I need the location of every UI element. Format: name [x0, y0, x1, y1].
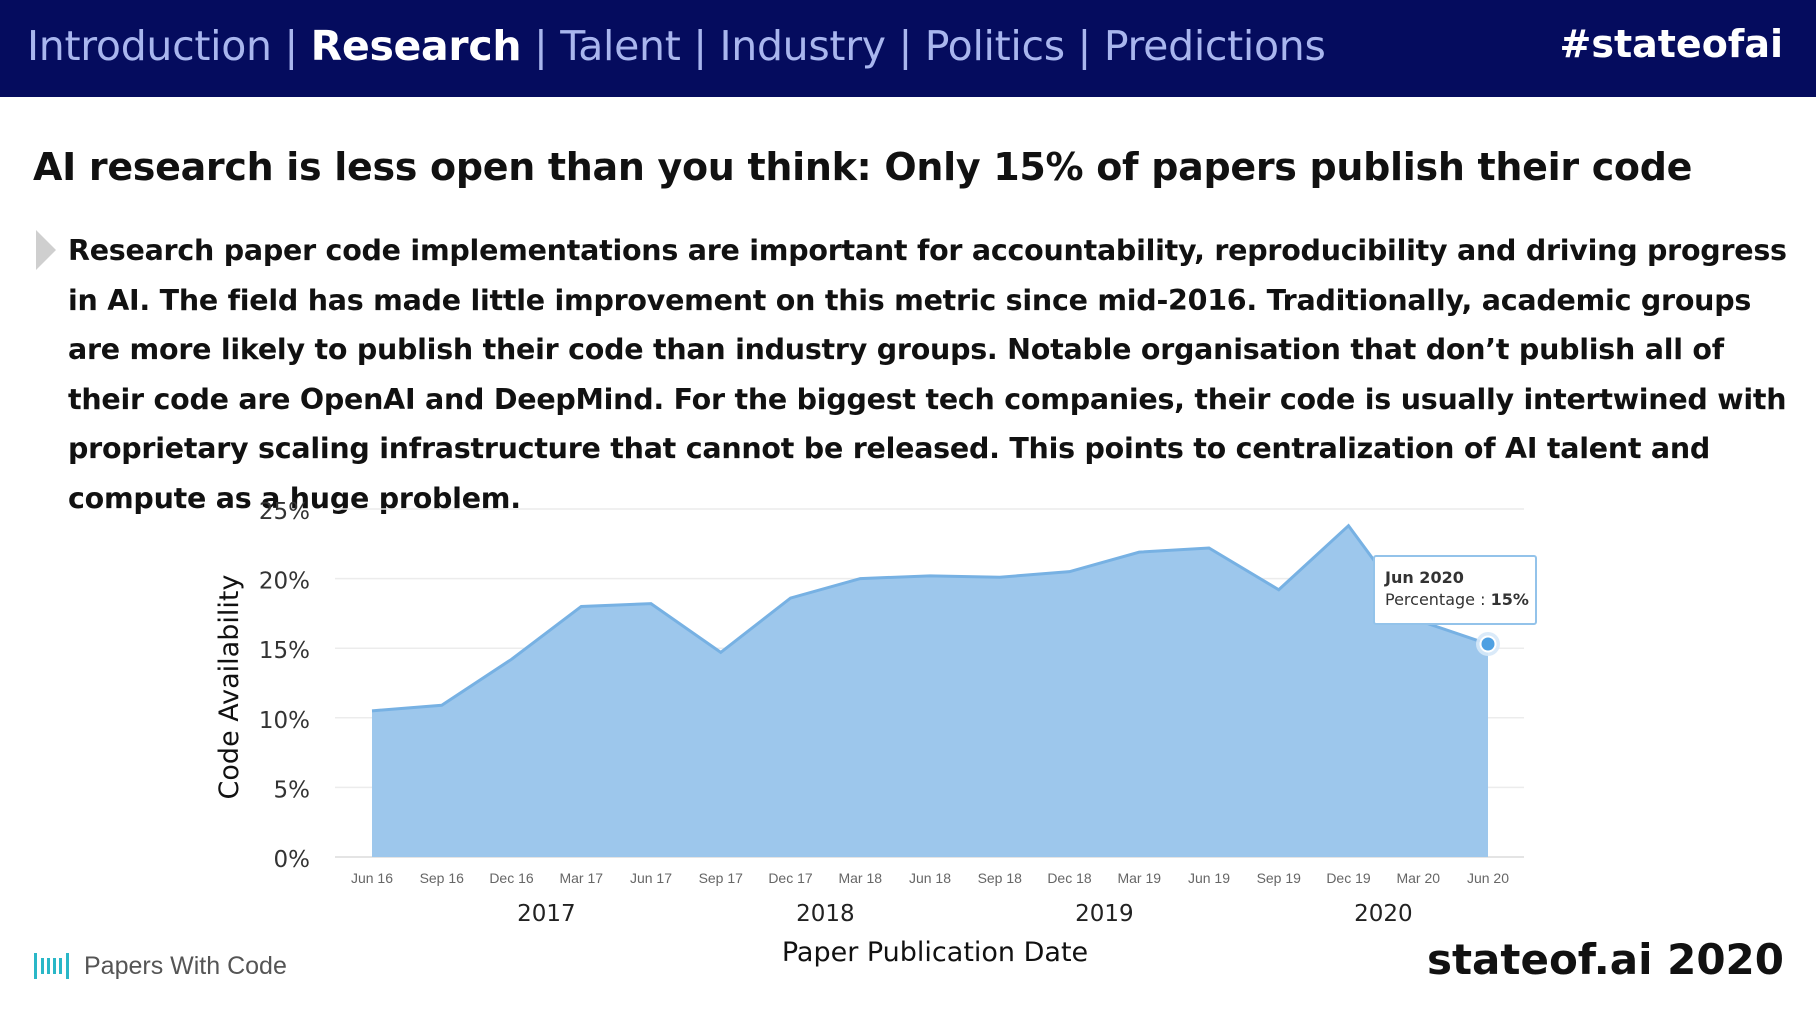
x-tick-label: Sep 19	[1257, 870, 1302, 886]
nav-separator: |	[521, 22, 561, 70]
nav-separator: |	[271, 22, 311, 70]
x-tick-label: Mar 19	[1117, 870, 1161, 886]
y-axis-title: Code Availability	[214, 575, 245, 800]
x-tick-label: Dec 18	[1047, 870, 1092, 886]
nav-separator: |	[680, 22, 720, 70]
body-paragraph: Research paper code implementations are …	[68, 234, 1787, 515]
x-tick-label: Jun 16	[351, 870, 393, 886]
nav-item-politics[interactable]: Politics	[924, 22, 1065, 70]
x-tick-label: Sep 17	[699, 870, 744, 886]
nav-item-predictions[interactable]: Predictions	[1103, 22, 1326, 70]
y-tick-label: 0%	[274, 847, 311, 873]
x-tick-label: Dec 16	[489, 870, 534, 886]
year-label: 2018	[796, 901, 855, 927]
year-label: 2017	[517, 901, 576, 927]
top-nav-bar: Introduction | Research | Talent | Indus…	[0, 0, 1816, 97]
nav-item-industry[interactable]: Industry	[719, 22, 886, 70]
section-nav: Introduction | Research | Talent | Indus…	[27, 22, 1326, 70]
y-tick-label: 10%	[259, 708, 310, 734]
x-tick-label: Mar 18	[838, 870, 882, 886]
year-label: 2019	[1075, 901, 1134, 927]
x-tick-label: Jun 18	[909, 870, 951, 886]
tooltip-number: 15%	[1491, 590, 1529, 609]
papers-with-code-label: Papers With Code	[84, 951, 287, 980]
x-tick-label: Sep 16	[420, 870, 465, 886]
tooltip-label: Percentage :	[1385, 590, 1491, 609]
x-tick-label: Jun 17	[630, 870, 672, 886]
hashtag-label: #stateofai	[1559, 22, 1783, 66]
y-tick-label: 15%	[259, 638, 310, 664]
y-tick-label: 25%	[259, 499, 310, 525]
tooltip-box	[1373, 555, 1537, 625]
nav-item-research[interactable]: Research	[310, 22, 522, 70]
x-tick-label: Jun 19	[1188, 870, 1230, 886]
nav-separator: |	[1064, 22, 1104, 70]
series-area	[372, 525, 1488, 857]
tooltip-value: Percentage : 15%	[1385, 590, 1529, 609]
y-tick-label: 5%	[274, 777, 311, 803]
bullet-arrow-icon	[36, 230, 56, 270]
nav-separator: |	[885, 22, 925, 70]
x-axis-title: Paper Publication Date	[782, 937, 1088, 968]
x-tick-label: Dec 19	[1326, 870, 1371, 886]
nav-item-talent[interactable]: Talent	[560, 22, 681, 70]
series-line	[371, 523, 1489, 713]
x-tick-label: Mar 17	[559, 870, 603, 886]
x-tick-label: Jun 20	[1467, 870, 1509, 886]
year-label: 2020	[1354, 901, 1413, 927]
x-tick-label: Sep 18	[978, 870, 1023, 886]
x-tick-label: Mar 20	[1396, 870, 1440, 886]
highlight-point	[1479, 635, 1497, 653]
tooltip-title: Jun 2020	[1384, 568, 1464, 587]
papers-with-code-logo: Papers With Code	[34, 951, 287, 981]
slide-headline: AI research is less open than you think:…	[33, 145, 1693, 189]
footer-brand: stateof.ai 2020	[1426, 935, 1784, 984]
papers-with-code-icon	[34, 953, 69, 979]
y-tick-label: 20%	[259, 569, 310, 595]
x-tick-label: Dec 17	[768, 870, 813, 886]
nav-item-introduction[interactable]: Introduction	[27, 22, 272, 70]
